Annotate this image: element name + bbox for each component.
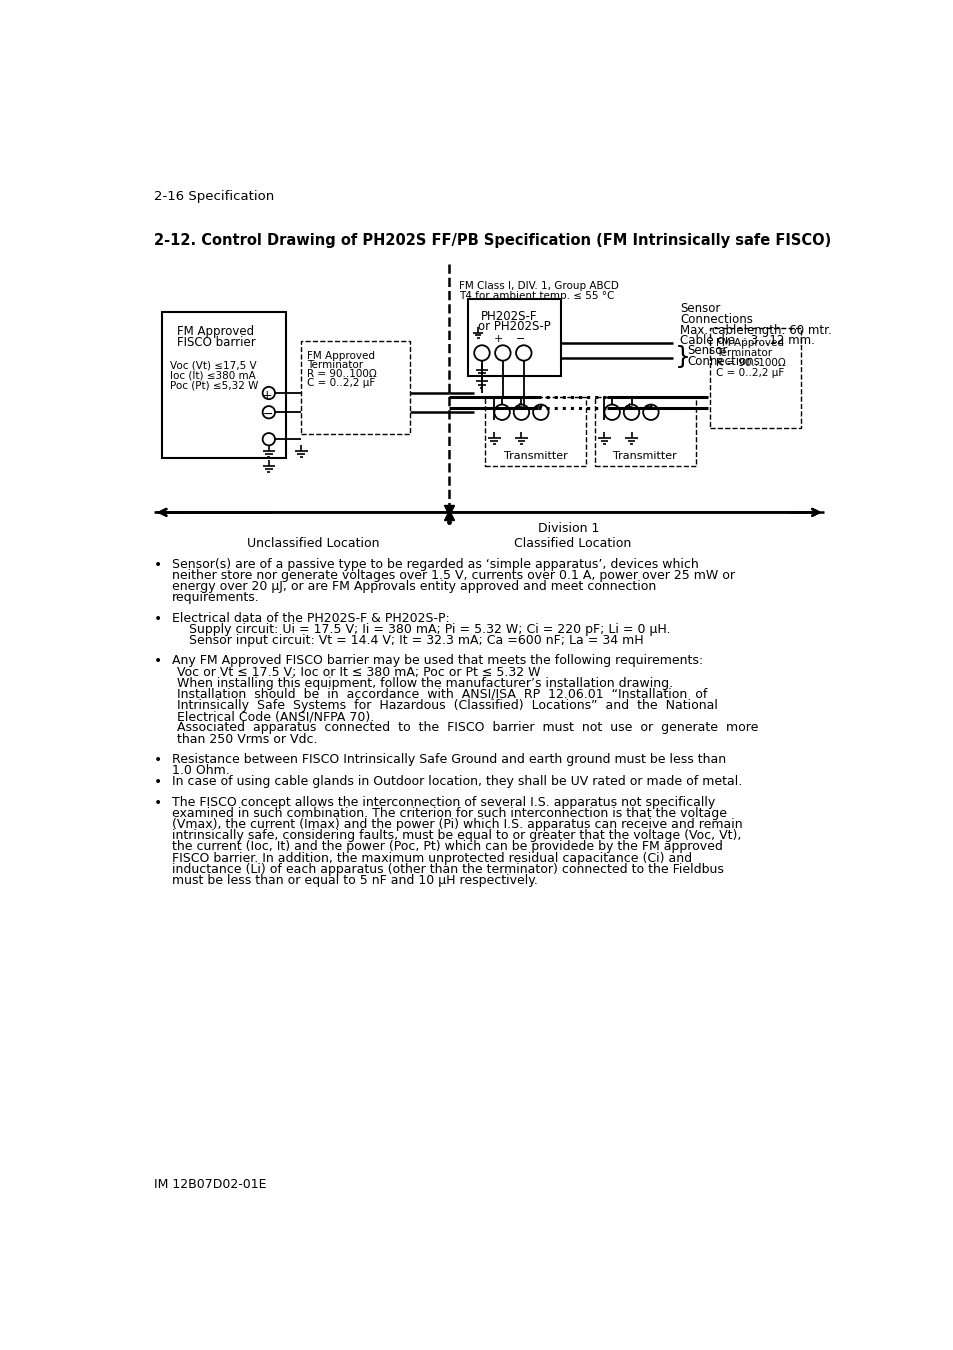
Bar: [162, 312, 286, 459]
Bar: [709, 328, 801, 428]
Text: Sensor input circuit: Vt = 14.4 V; It = 32.3 mA; Ca =600 nF; La = 34 mH: Sensor input circuit: Vt = 14.4 V; It = …: [189, 634, 643, 647]
Text: +: +: [624, 402, 634, 412]
Text: Unclassified Location: Unclassified Location: [247, 537, 379, 549]
Text: Classified Location: Classified Location: [514, 537, 631, 549]
Text: examined in such combination. The criterion for such interconnection is that the: examined in such combination. The criter…: [172, 807, 726, 819]
Text: Cable dia. : 3...12 mm.: Cable dia. : 3...12 mm.: [679, 335, 815, 347]
Bar: [468, 300, 560, 377]
Text: requirements.: requirements.: [172, 591, 259, 605]
Text: than 250 Vrms or Vdc.: than 250 Vrms or Vdc.: [177, 733, 317, 745]
Text: 2-12. Control Drawing of PH202S FF/PB Specification (FM Intrinsically safe FISCO: 2-12. Control Drawing of PH202S FF/PB Sp…: [154, 232, 830, 248]
Text: neither store nor generate voltages over 1.5 V, currents over 0.1 A, power over : neither store nor generate voltages over…: [172, 568, 734, 582]
Text: Terminator: Terminator: [716, 347, 771, 358]
Text: Terminator: Terminator: [307, 360, 362, 370]
Text: Sensor: Sensor: [686, 344, 727, 358]
Text: FISCO barrier: FISCO barrier: [177, 336, 255, 350]
Text: T4 for ambient temp. ≤ 55 °C: T4 for ambient temp. ≤ 55 °C: [458, 292, 614, 301]
Text: +: +: [261, 389, 273, 402]
Text: Transmitter: Transmitter: [504, 451, 568, 460]
Text: Intrinsically  Safe  Systems  for  Hazardous  (Classified)  Locations”  and  the: Intrinsically Safe Systems for Hazardous…: [177, 699, 718, 711]
Text: −: −: [262, 409, 273, 421]
Text: Division 1: Division 1: [537, 522, 598, 536]
Text: Max. cablelength: 60 mtr.: Max. cablelength: 60 mtr.: [679, 324, 831, 336]
Text: the current (Ioc, It) and the power (Poc, Pt) which can be providede by the FM a: the current (Ioc, It) and the power (Poc…: [172, 840, 722, 853]
Text: Ioc (It) ≤380 mA: Ioc (It) ≤380 mA: [170, 371, 255, 381]
Text: When installing this equipment, follow the manufacturer’s installation drawing.: When installing this equipment, follow t…: [177, 676, 673, 690]
Text: −: −: [534, 402, 543, 412]
Text: FM Class I, DIV. 1, Group ABCD: FM Class I, DIV. 1, Group ABCD: [458, 281, 618, 292]
Text: Sensor: Sensor: [679, 302, 720, 315]
Bar: [301, 342, 410, 433]
Text: •: •: [154, 612, 162, 625]
Text: +: +: [493, 333, 502, 344]
Text: R = 90..100Ω: R = 90..100Ω: [307, 369, 376, 379]
Text: In case of using cable glands in Outdoor location, they shall be UV rated or mad: In case of using cable glands in Outdoor…: [172, 775, 741, 788]
Text: Resistance between FISCO Intrinsically Safe Ground and earth ground must be less: Resistance between FISCO Intrinsically S…: [172, 753, 725, 765]
Text: R = 90..100Ω: R = 90..100Ω: [716, 358, 785, 367]
Text: Installation  should  be  in  accordance  with  ANSI/ISA  RP  12.06.01  “Install: Installation should be in accordance wit…: [177, 688, 707, 701]
Text: Sensor(s) are of a passive type to be regarded as ‘simple apparatus’, devices wh: Sensor(s) are of a passive type to be re…: [172, 558, 698, 571]
Text: energy over 20 μJ, or are FM Approvals entity approved and meet connection: energy over 20 μJ, or are FM Approvals e…: [172, 580, 656, 593]
Text: •: •: [154, 775, 162, 790]
Text: FM Approved: FM Approved: [307, 351, 375, 360]
Text: Connections: Connections: [686, 355, 760, 369]
Text: Poc (Pt) ≤5,32 W: Poc (Pt) ≤5,32 W: [170, 381, 257, 390]
Text: Electrical Code (ANSI/NFPA 70).: Electrical Code (ANSI/NFPA 70).: [177, 710, 375, 724]
Text: FM Approved: FM Approved: [716, 338, 783, 347]
Text: Electrical data of the PH202S-F & PH202S-P:: Electrical data of the PH202S-F & PH202S…: [172, 612, 449, 625]
Bar: [484, 397, 585, 466]
Text: Associated  apparatus  connected  to  the  FISCO  barrier  must  not  use  or  g: Associated apparatus connected to the FI…: [177, 721, 758, 734]
Text: IM 12B07D02-01E: IM 12B07D02-01E: [154, 1179, 266, 1192]
Text: 1.0 Ohm.: 1.0 Ohm.: [172, 764, 230, 778]
Text: The FISCO concept allows the interconnection of several I.S. apparatus not speci: The FISCO concept allows the interconnec…: [172, 795, 715, 809]
Text: Supply circuit: Ui = 17.5 V; Ii = 380 mA; Pi = 5.32 W; Ci = 220 pF; Li = 0 μH.: Supply circuit: Ui = 17.5 V; Ii = 380 mA…: [189, 622, 670, 636]
Text: Voc or Vt ≤ 17.5 V; Ioc or It ≤ 380 mA; Poc or Pt ≤ 5.32 W: Voc or Vt ≤ 17.5 V; Ioc or It ≤ 380 mA; …: [177, 666, 540, 679]
Text: inductance (Li) of each apparatus (other than the terminator) connected to the F: inductance (Li) of each apparatus (other…: [172, 863, 723, 876]
Text: •: •: [154, 558, 162, 572]
Text: Any FM Approved FISCO barrier may be used that meets the following requirements:: Any FM Approved FISCO barrier may be use…: [172, 655, 702, 667]
Text: •: •: [154, 655, 162, 668]
Text: Connections: Connections: [679, 313, 753, 325]
Text: Voc (Vt) ≤17,5 V: Voc (Vt) ≤17,5 V: [170, 360, 256, 371]
Text: −: −: [516, 333, 525, 344]
Text: must be less than or equal to 5 nF and 10 μH respectively.: must be less than or equal to 5 nF and 1…: [172, 873, 537, 887]
Text: 2-16 Specification: 2-16 Specification: [154, 190, 274, 202]
Text: intrinsically safe, considering faults, must be equal to or greater that the vol: intrinsically safe, considering faults, …: [172, 829, 740, 842]
Text: +: +: [515, 402, 523, 412]
Text: C = 0..2,2 μF: C = 0..2,2 μF: [716, 367, 783, 378]
Text: (Vmax), the current (Imax) and the power (Pi) which I.S. apparatus can receive a: (Vmax), the current (Imax) and the power…: [172, 818, 741, 832]
Text: or PH202S-P: or PH202S-P: [477, 320, 550, 333]
Text: Transmitter: Transmitter: [612, 451, 676, 460]
Bar: [595, 397, 695, 466]
Text: FM Approved: FM Approved: [177, 325, 254, 339]
Text: −: −: [644, 402, 653, 412]
Text: •: •: [154, 795, 162, 810]
Text: •: •: [154, 753, 162, 767]
Text: }: }: [674, 346, 690, 370]
Text: FISCO barrier. In addition, the maximum unprotected residual capacitance (Ci) an: FISCO barrier. In addition, the maximum …: [172, 852, 691, 864]
Text: C = 0..2,2 μF: C = 0..2,2 μF: [307, 378, 375, 389]
Text: PH202S-F: PH202S-F: [480, 310, 537, 323]
